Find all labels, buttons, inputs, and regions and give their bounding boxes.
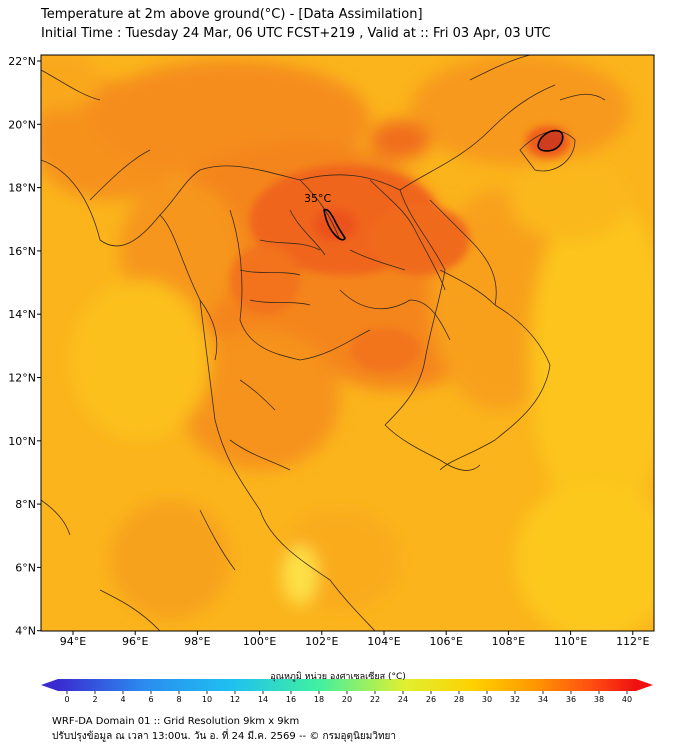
colorbar-tick-label: 40 (622, 695, 632, 704)
lat-tick-label: 12°N (8, 372, 36, 385)
lon-tick-label: 94°E (60, 635, 86, 648)
lon-tick-label: 102°E (305, 635, 338, 648)
colorbar-tick-label: 24 (398, 695, 408, 704)
colorbar-tick-label: 32 (510, 695, 520, 704)
colorbar-tick-label: 20 (342, 695, 352, 704)
lat-tick-label: 8°N (15, 498, 36, 511)
map-subtitle-time: Initial Time : Tuesday 24 Mar, 06 UTC FC… (41, 26, 551, 41)
temperature-field (41, 55, 654, 631)
lat-tick-label: 22°N (8, 55, 36, 68)
contour-label: 35°C (304, 192, 331, 205)
lon-tick-label: 108°E (492, 635, 525, 648)
colorbar-tick-label: 2 (92, 695, 97, 704)
lon-tick-label: 104°E (367, 635, 400, 648)
latitude-axis: 22°N 20°N 18°N 16°N 14°N 12°N 10°N 8°N 6°N 4°N (8, 55, 41, 638)
lon-tick-label: 110°E (554, 635, 587, 648)
colorbar-tick-label: 4 (120, 695, 125, 704)
colorbar-tick-label: 8 (176, 695, 181, 704)
lat-tick-label: 10°N (8, 435, 36, 448)
borders (41, 55, 606, 631)
footer-update-info: ปรับปรุงข้อมูล ณ เวลา 13:00น. วัน อ. ที่… (52, 731, 397, 742)
lon-tick-label: 96°E (122, 635, 148, 648)
colorbar-gradient (58, 679, 636, 691)
colorbar-tick-label: 6 (148, 695, 153, 704)
colorbar-tick-label: 26 (426, 695, 436, 704)
colorbar-tick-label: 18 (314, 695, 324, 704)
colorbar-tick-label: 36 (566, 695, 576, 704)
colorbar-tick-label: 34 (538, 695, 548, 704)
lat-tick-label: 4°N (15, 625, 36, 638)
lat-tick-label: 16°N (8, 245, 36, 258)
colorbar-tick-label: 0 (64, 695, 69, 704)
lon-tick-label: 106°E (429, 635, 462, 648)
footer-model-info: WRF-DA Domain 01 :: Grid Resolution 9km … (52, 716, 300, 727)
colorbar: 0 2 4 6 8 10 12 14 16 18 20 22 24 26 28 30 32 34 36 38 40 (41, 679, 653, 704)
colorbar-tick-label: 38 (594, 695, 604, 704)
colorbar-low-extend (41, 679, 58, 691)
colorbar-tick-label: 16 (286, 695, 296, 704)
lon-tick-label: 98°E (184, 635, 210, 648)
colorbar-tick-label: 14 (258, 695, 268, 704)
colorbar-high-extend (636, 679, 653, 691)
colorbar-tick-label: 30 (482, 695, 492, 704)
contour-35c (323, 129, 564, 241)
colorbar-tick-label: 12 (230, 695, 240, 704)
colorbar-tick-label: 22 (370, 695, 380, 704)
lon-tick-label: 100°E (243, 635, 276, 648)
map-frame (40, 54, 655, 632)
lat-tick-label: 20°N (8, 118, 36, 131)
colorbar-title: อุณหภูมิ หน่วย องศาเซลเซียส (°C) (270, 672, 406, 682)
colorbar-tick-label: 28 (454, 695, 464, 704)
map-title: Temperature at 2m above ground(°C) - [Da… (41, 7, 423, 22)
lat-tick-label: 6°N (15, 561, 36, 574)
lat-tick-label: 18°N (8, 182, 36, 195)
longitude-axis: 94°E 96°E 98°E 100°E 102°E 104°E 106°E 108°E 110… (60, 631, 650, 648)
lat-tick-label: 14°N (8, 308, 36, 321)
colorbar-tick-label: 10 (202, 695, 212, 704)
lon-tick-label: 112°E (616, 635, 649, 648)
